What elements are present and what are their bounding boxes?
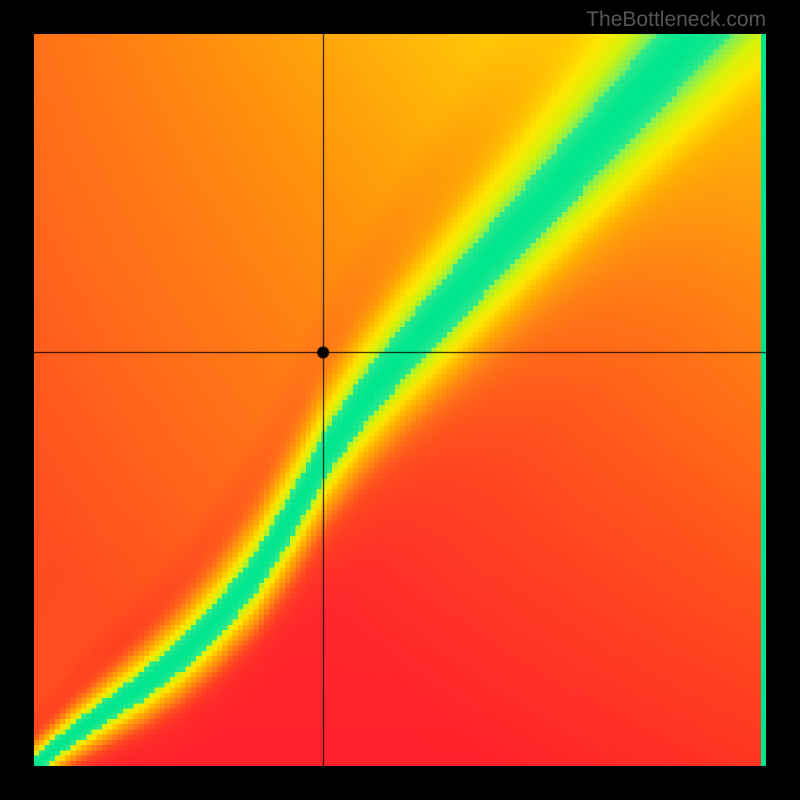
- watermark-text: TheBottleneck.com: [586, 8, 766, 32]
- chart-container: TheBottleneck.com: [0, 0, 800, 800]
- crosshair-overlay: [34, 34, 766, 766]
